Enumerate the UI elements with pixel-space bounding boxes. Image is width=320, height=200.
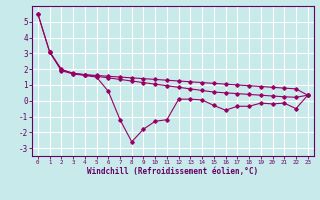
X-axis label: Windchill (Refroidissement éolien,°C): Windchill (Refroidissement éolien,°C) [87,167,258,176]
